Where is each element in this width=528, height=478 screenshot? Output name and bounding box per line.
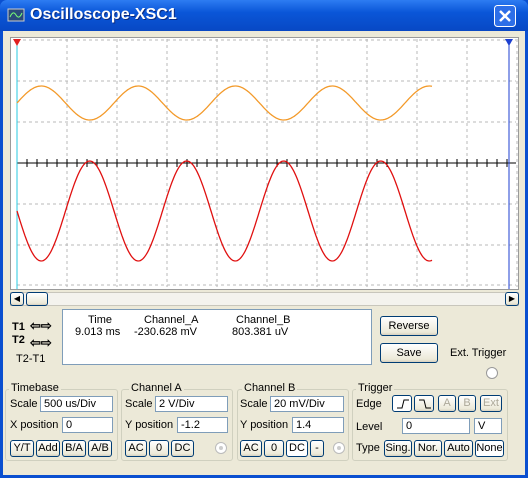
cursor-arrows[interactable]: ⇦⇨ [30, 335, 52, 350]
source-button[interactable]: B [458, 395, 476, 412]
position-input[interactable]: -1.2 [177, 417, 228, 433]
channel-a-trace [16, 160, 433, 262]
readout-header: Channel_B [236, 314, 291, 326]
coupling-button[interactable]: - [310, 440, 324, 457]
type-button[interactable]: Nor. [414, 440, 442, 457]
scrollbar[interactable] [10, 292, 519, 306]
scroll-thumb[interactable] [26, 292, 48, 306]
mode-button[interactable]: Y/T [10, 440, 34, 457]
group-box [352, 389, 508, 461]
close-button[interactable] [494, 5, 516, 27]
type-button[interactable]: None [475, 440, 504, 457]
field-label: Scale [240, 398, 268, 410]
channel-terminal[interactable] [214, 441, 228, 455]
rising-edge-button[interactable] [392, 395, 412, 412]
group-title: Timebase [9, 382, 61, 394]
cursor-label: T1 [12, 321, 25, 333]
ext-trigger-label: Ext. Trigger [450, 347, 507, 359]
readout-value: 9.013 ms [75, 326, 121, 338]
field-label: Level [356, 421, 383, 433]
window-icon [7, 8, 25, 22]
coupling-button[interactable]: DC [286, 440, 308, 457]
field-label: Edge [356, 398, 382, 410]
source-button[interactable]: A [438, 395, 456, 412]
scroll-right[interactable]: ▶ [505, 292, 519, 306]
field-label: Scale [10, 398, 38, 410]
scale-input[interactable]: 20 mV/Div [270, 396, 344, 412]
field-label: X position [10, 419, 59, 431]
channel-b-trace [16, 85, 433, 121]
group-title: Channel A [129, 382, 184, 394]
field-label: Y position [240, 419, 289, 431]
scope-display [13, 39, 518, 289]
type-button[interactable]: Sing. [384, 440, 412, 457]
level-input[interactable]: 0 [402, 418, 470, 434]
coupling-button[interactable]: 0 [149, 440, 169, 457]
readout-value: 803.381 uV [232, 326, 289, 338]
reverse-button[interactable]: Reverse [380, 316, 438, 336]
field-label: Y position [125, 419, 174, 431]
readout-box [62, 309, 372, 365]
type-button[interactable]: Auto [444, 440, 473, 457]
cursor-1-marker [13, 39, 21, 46]
mode-button[interactable]: Add [36, 440, 60, 457]
coupling-button[interactable]: AC [240, 440, 262, 457]
coupling-button[interactable]: 0 [264, 440, 284, 457]
falling-edge-button[interactable] [414, 395, 434, 412]
position-input[interactable]: 1.4 [292, 417, 344, 433]
scale-input[interactable]: 2 V/Div [155, 396, 228, 412]
cursor-label: T2-T1 [16, 353, 46, 365]
source-button[interactable]: Ext [480, 395, 502, 412]
level-unit[interactable]: V [474, 418, 502, 434]
ext-trigger-terminal[interactable] [485, 366, 499, 380]
field-label: Scale [125, 398, 153, 410]
readout-header: Time [88, 314, 113, 326]
save-button[interactable]: Save [380, 343, 438, 363]
group-box [5, 389, 118, 461]
cursor-arrows[interactable]: ⇦⇨ [30, 318, 52, 333]
coupling-button[interactable]: DC [171, 440, 194, 457]
readout-header: Channel_A [144, 314, 199, 326]
group-title: Trigger [356, 382, 395, 394]
readout-value: -230.628 mV [134, 326, 197, 338]
scale-input[interactable]: 500 us/Div [40, 396, 113, 412]
mode-button[interactable]: A/B [88, 440, 112, 457]
scroll-left[interactable]: ◀ [10, 292, 24, 306]
cursor-label: T2 [12, 334, 25, 346]
position-input[interactable]: 0 [62, 417, 113, 433]
field-label: Type [356, 442, 380, 454]
title-bar [0, 0, 528, 31]
coupling-button[interactable]: AC [125, 440, 147, 457]
window-title: Oscilloscope-XSC1 [30, 6, 177, 23]
cursor-2-marker [505, 39, 513, 46]
mode-button[interactable]: B/A [62, 440, 86, 457]
channel-terminal[interactable] [332, 441, 346, 455]
group-title: Channel B [242, 382, 298, 394]
